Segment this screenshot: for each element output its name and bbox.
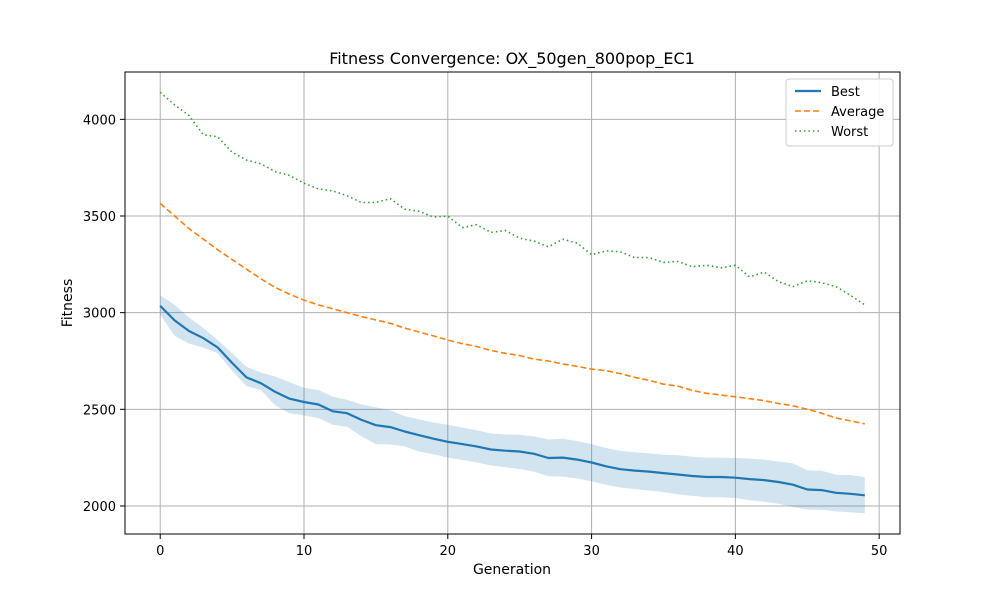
- y-tick-label: 3000: [83, 307, 116, 322]
- y-tick-label: 4000: [83, 113, 116, 128]
- legend-label-best: Best: [831, 85, 860, 100]
- legend-box: [785, 78, 894, 147]
- series-lines: [159, 91, 866, 497]
- chart-title: Fitness Convergence: OX_50gen_800pop_EC1: [329, 49, 695, 69]
- x-tick-label: 30: [583, 544, 600, 559]
- x-tick-label: 0: [156, 544, 164, 559]
- x-tick-label: 20: [440, 544, 457, 559]
- x-tick-label: 40: [727, 544, 744, 559]
- y-tick-label: 3500: [83, 210, 116, 225]
- legend: Best Average Worst: [785, 78, 894, 147]
- plot-frame: [124, 71, 901, 535]
- best-band-group: [160, 295, 865, 514]
- y-tick-label: 2500: [83, 403, 116, 418]
- series-line-best: [159, 305, 865, 497]
- x-tick-label: 50: [871, 544, 888, 559]
- axis-ticks: 0 10 20 30 40 50 2000 2500 3000 3500 4000: [83, 113, 888, 559]
- legend-label-worst: Worst: [831, 125, 868, 140]
- x-axis-label: Generation: [473, 562, 551, 578]
- grid-lines: [125, 72, 900, 534]
- x-tick-label: 10: [296, 544, 313, 559]
- legend-label-average: Average: [831, 105, 884, 120]
- best-confidence-band: [160, 295, 865, 514]
- y-tick-label: 2000: [83, 500, 116, 515]
- y-axis-label: Fitness: [60, 279, 76, 328]
- series-line-average: [159, 202, 865, 425]
